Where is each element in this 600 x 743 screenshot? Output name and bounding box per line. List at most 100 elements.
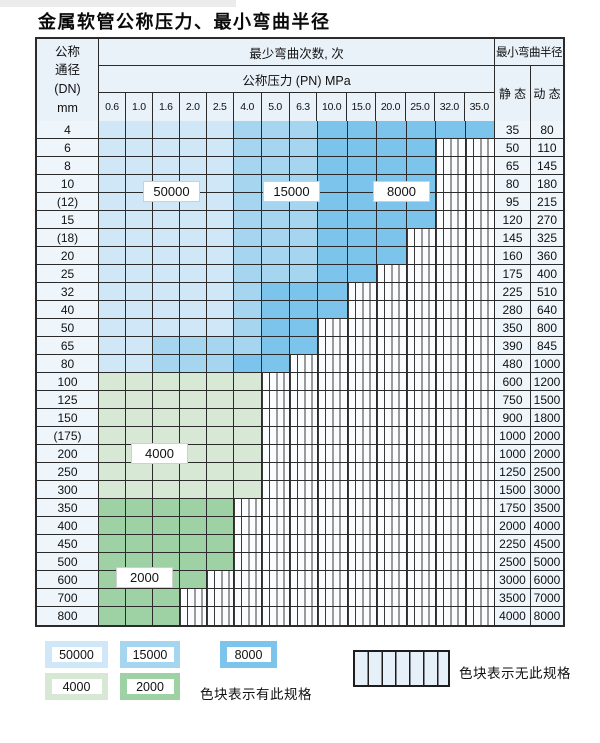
spec-cell-no-spec	[262, 463, 290, 481]
spec-cell-no-spec	[207, 607, 234, 625]
pressure-col-header-1.0: 1.0	[126, 93, 153, 121]
table-row-dn-80: 80 480 1000	[37, 355, 563, 373]
table-row-dn-800: 800 4000 8000	[37, 607, 563, 625]
spec-cell-50000	[153, 301, 180, 319]
spec-cell-8000	[465, 121, 495, 139]
spec-cell-no-spec	[377, 265, 407, 283]
spec-cell-no-spec	[207, 571, 234, 589]
spec-cell-no-spec	[318, 481, 348, 499]
spec-cell-no-spec	[234, 535, 262, 553]
table-row-dn-8: 8 65 145	[37, 157, 563, 175]
spec-cell-8000	[262, 301, 290, 319]
spec-cell-no-spec	[290, 517, 318, 535]
spec-cell-15000	[262, 247, 290, 265]
spec-cell-4000	[153, 409, 180, 427]
spec-cell-4000	[153, 391, 180, 409]
dn-value: 40	[37, 301, 99, 319]
spec-cell-2000	[153, 517, 180, 535]
dynamic-radius-value: 2500	[531, 463, 563, 481]
spec-cell-8000	[234, 355, 262, 373]
table-row-dn-6: 6 50 110	[37, 139, 563, 157]
dynamic-radius-value: 360	[531, 247, 563, 265]
spec-cell-2000	[99, 589, 126, 607]
pressure-col-header-15.0: 15.0	[347, 93, 377, 121]
spec-cell-no-spec	[406, 409, 436, 427]
table-row-dn-40: 40 280 640	[37, 301, 563, 319]
dynamic-radius-value: 1800	[531, 409, 563, 427]
spec-cell-4000	[207, 409, 234, 427]
spec-cell-15000	[234, 283, 262, 301]
legend-swatch-label: 50000	[51, 647, 102, 662]
spec-cell-15000	[207, 337, 234, 355]
spec-cell-8000	[318, 175, 348, 193]
hose-spec-table: 公称 通径 (DN) mm 最少弯曲次数, 次 公称压力 (PN) MPa 0.…	[35, 37, 565, 627]
spec-cell-8000	[347, 265, 377, 283]
spec-cell-50000	[99, 247, 126, 265]
spec-cell-8000	[318, 121, 348, 139]
table-row-dn-(18): (18) 145 325	[37, 229, 563, 247]
spec-cell-50000	[99, 229, 126, 247]
spec-cell-no-spec	[465, 499, 495, 517]
spec-cell-no-spec	[465, 481, 495, 499]
spec-cell-no-spec	[262, 391, 290, 409]
spec-cell-no-spec	[436, 607, 466, 625]
spec-cell-15000	[234, 319, 262, 337]
dn-value: 300	[37, 481, 99, 499]
spec-cell-no-spec	[465, 175, 495, 193]
spec-cell-no-spec	[290, 535, 318, 553]
spec-cell-8000	[377, 229, 407, 247]
spec-cell-15000	[234, 265, 262, 283]
spec-cell-no-spec	[234, 517, 262, 535]
spec-cell-2000	[126, 607, 153, 625]
spec-cell-no-spec	[347, 427, 377, 445]
spec-cell-no-spec	[318, 535, 348, 553]
spec-cell-15000	[234, 301, 262, 319]
spec-cell-8000	[436, 121, 466, 139]
spec-cell-no-spec	[436, 445, 466, 463]
page-title: 金属软管公称压力、最小弯曲半径	[38, 12, 331, 33]
spec-cell-4000	[207, 373, 234, 391]
spec-cell-4000	[180, 481, 207, 499]
spec-cell-no-spec	[436, 553, 466, 571]
spec-cell-no-spec	[465, 463, 495, 481]
table-row-dn-15: 15 120 270	[37, 211, 563, 229]
spec-cell-50000	[126, 301, 153, 319]
spec-cell-no-spec	[290, 445, 318, 463]
spec-cell-no-spec	[406, 337, 436, 355]
spec-cell-50000	[126, 319, 153, 337]
spec-cell-50000	[153, 319, 180, 337]
spec-cell-50000	[99, 211, 126, 229]
dynamic-radius-value: 2000	[531, 427, 563, 445]
spec-cell-2000	[207, 553, 234, 571]
dynamic-radius-value: 7000	[531, 589, 563, 607]
spec-cell-no-spec	[347, 499, 377, 517]
spec-cell-15000	[290, 247, 318, 265]
spec-cell-no-spec	[377, 283, 407, 301]
spec-cell-no-spec	[436, 139, 466, 157]
table-row-dn-400: 400 2000 4000	[37, 517, 563, 535]
spec-cell-50000	[126, 337, 153, 355]
spec-cell-no-spec	[318, 445, 348, 463]
dn-value: 600	[37, 571, 99, 589]
dn-value: 150	[37, 409, 99, 427]
legend-swatch-label: 2000	[126, 679, 174, 694]
spec-cell-no-spec	[465, 535, 495, 553]
dn-value: 400	[37, 517, 99, 535]
radius-header-group: 最小弯曲半径 静 态 动 态	[495, 39, 563, 121]
dynamic-radius-value: 1200	[531, 373, 563, 391]
spec-cell-4000	[234, 391, 262, 409]
dynamic-column-header: 动 态	[533, 87, 561, 101]
spec-cell-no-spec	[436, 283, 466, 301]
spec-cell-no-spec	[318, 409, 348, 427]
spec-cell-no-spec	[290, 373, 318, 391]
spec-cell-8000	[347, 139, 377, 157]
spec-cell-no-spec	[377, 589, 407, 607]
table-row-dn-500: 500 2500 5000	[37, 553, 563, 571]
table-row-dn-4: 4 35 80	[37, 121, 563, 139]
static-radius-value: 600	[495, 373, 531, 391]
spec-cell-2000	[99, 499, 126, 517]
dn-value: 250	[37, 463, 99, 481]
table-row-dn-300: 300 1500 3000	[37, 481, 563, 499]
spec-cell-4000	[126, 373, 153, 391]
spec-cell-no-spec	[262, 571, 290, 589]
